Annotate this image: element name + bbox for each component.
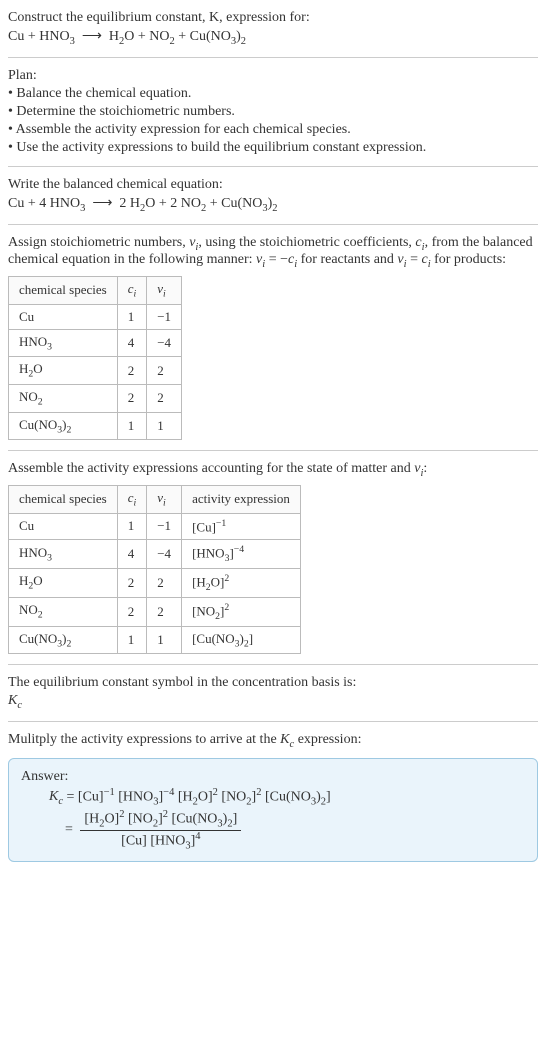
cell-vi: 2: [147, 357, 182, 385]
cell-ci: 1: [117, 412, 147, 440]
cell-species: H2O: [9, 568, 118, 597]
table-row: Cu(NO3)2 1 1: [9, 412, 182, 440]
col-ci: ci: [117, 485, 147, 513]
cell-species: Cu(NO3)2: [9, 412, 118, 440]
col-vi: νi: [147, 485, 182, 513]
balance-equation: Cu + 4 HNO3 ⟶ 2 H2O + 2 NO2 + Cu(NO3)2: [8, 195, 538, 214]
cell-species: HNO3: [9, 329, 118, 357]
table-row: HNO3 4 −4: [9, 329, 182, 357]
answer-label: Answer:: [21, 769, 525, 785]
cell-vi: 2: [147, 597, 182, 626]
cell-species: NO2: [9, 384, 118, 412]
table-header-row: chemical species ci νi: [9, 277, 182, 305]
activity-intro: Assemble the activity expressions accoun…: [8, 461, 538, 479]
plan-item-3: • Assemble the activity expression for e…: [8, 122, 538, 138]
cell-vi: −1: [147, 513, 182, 539]
cell-species: Cu(NO3)2: [9, 626, 118, 654]
table-row: Cu 1 −1: [9, 304, 182, 329]
table-row: Cu 1 −1 [Cu]−1: [9, 513, 301, 539]
cell-vi: −4: [147, 539, 182, 568]
col-species: chemical species: [9, 277, 118, 305]
divider: [8, 224, 538, 225]
cell-activity: [H2O]2: [182, 568, 301, 597]
cell-activity: [Cu]−1: [182, 513, 301, 539]
cell-vi: −1: [147, 304, 182, 329]
answer-denominator: [Cu] [HNO3]4: [80, 831, 241, 851]
stoich-intro: Assign stoichiometric numbers, νi, using…: [8, 235, 538, 271]
divider: [8, 166, 538, 167]
table-row: HNO3 4 −4 [HNO3]−4: [9, 539, 301, 568]
cell-vi: 1: [147, 412, 182, 440]
table-row: Cu(NO3)2 1 1 [Cu(NO3)2]: [9, 626, 301, 654]
intro-line-1: Construct the equilibrium constant, K, e…: [8, 10, 538, 26]
table-row: NO2 2 2 [NO2]2: [9, 597, 301, 626]
plan-title: Plan:: [8, 68, 538, 84]
table-row: H2O 2 2 [H2O]2: [9, 568, 301, 597]
cell-vi: 2: [147, 568, 182, 597]
cell-ci: 1: [117, 626, 147, 654]
divider: [8, 721, 538, 722]
col-ci: ci: [117, 277, 147, 305]
cell-species: Cu: [9, 513, 118, 539]
answer-line-2: = [H2O]2 [NO2]2 [Cu(NO3)2] [Cu] [HNO3]4: [49, 809, 525, 851]
divider: [8, 664, 538, 665]
cell-vi: 2: [147, 384, 182, 412]
cell-ci: 1: [117, 304, 147, 329]
col-activity: activity expression: [182, 485, 301, 513]
divider: [8, 57, 538, 58]
plan-item-4: • Use the activity expressions to build …: [8, 140, 538, 156]
cell-activity: [Cu(NO3)2]: [182, 626, 301, 654]
plan-item-2: • Determine the stoichiometric numbers.: [8, 104, 538, 120]
intro-equation: Cu + HNO3 ⟶ H2O + NO2 + Cu(NO3)2: [8, 28, 538, 47]
cell-ci: 1: [117, 513, 147, 539]
cell-ci: 4: [117, 539, 147, 568]
cell-ci: 4: [117, 329, 147, 357]
cell-species: Cu: [9, 304, 118, 329]
cell-vi: −4: [147, 329, 182, 357]
plan-item-1: • Balance the chemical equation.: [8, 86, 538, 102]
cell-activity: [NO2]2: [182, 597, 301, 626]
col-species: chemical species: [9, 485, 118, 513]
activity-table: chemical species ci νi activity expressi…: [8, 485, 301, 654]
table-row: NO2 2 2: [9, 384, 182, 412]
answer-fraction: [H2O]2 [NO2]2 [Cu(NO3)2] [Cu] [HNO3]4: [80, 809, 241, 851]
table-header-row: chemical species ci νi activity expressi…: [9, 485, 301, 513]
cell-ci: 2: [117, 384, 147, 412]
answer-box: Answer: Kc = [Cu]−1 [HNO3]−4 [H2O]2 [NO2…: [8, 758, 538, 862]
col-vi: νi: [147, 277, 182, 305]
answer-line-1: Kc = [Cu]−1 [HNO3]−4 [H2O]2 [NO2]2 [Cu(N…: [49, 787, 525, 807]
multiply-text: Mulitply the activity expressions to arr…: [8, 732, 538, 750]
cell-activity: [HNO3]−4: [182, 539, 301, 568]
stoich-table: chemical species ci νi Cu 1 −1 HNO3 4 −4…: [8, 276, 182, 440]
cell-ci: 2: [117, 597, 147, 626]
answer-numerator: [H2O]2 [NO2]2 [Cu(NO3)2]: [80, 809, 241, 830]
cell-ci: 2: [117, 357, 147, 385]
cell-species: H2O: [9, 357, 118, 385]
balance-title: Write the balanced chemical equation:: [8, 177, 538, 193]
equals-sign: =: [65, 822, 76, 837]
divider: [8, 450, 538, 451]
table-row: H2O 2 2: [9, 357, 182, 385]
cell-species: NO2: [9, 597, 118, 626]
kc-basis-text: The equilibrium constant symbol in the c…: [8, 675, 538, 691]
cell-species: HNO3: [9, 539, 118, 568]
kc-symbol: Kc: [8, 693, 538, 711]
cell-vi: 1: [147, 626, 182, 654]
cell-ci: 2: [117, 568, 147, 597]
